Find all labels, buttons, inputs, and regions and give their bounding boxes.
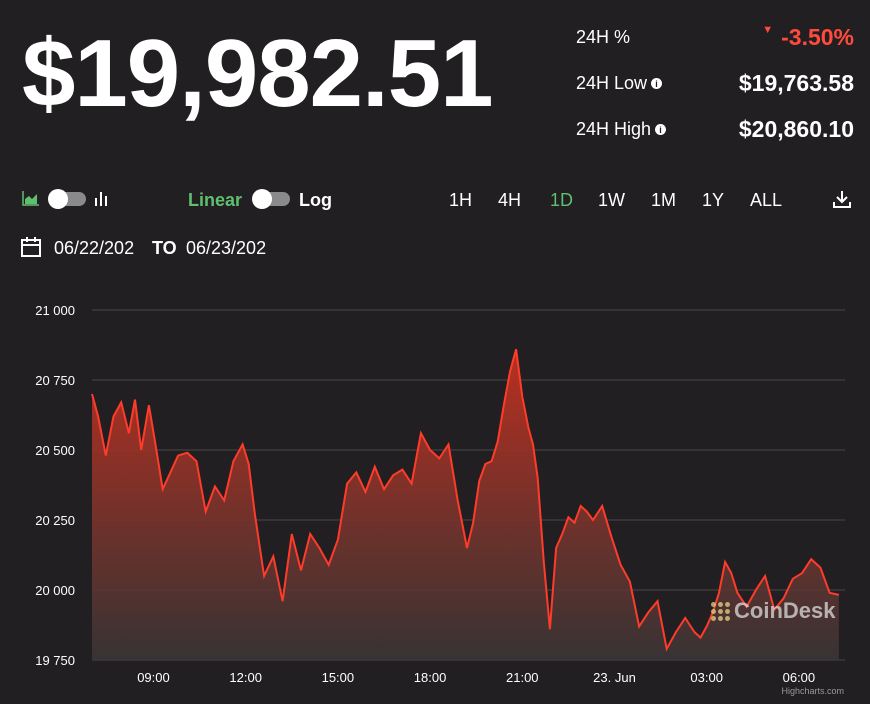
- x-tick-label: 21:00: [506, 670, 539, 685]
- price-line: [91, 348, 840, 652]
- watermark-text: CoinDesk: [734, 598, 836, 623]
- x-tick-label: 15:00: [322, 670, 355, 685]
- stat-24h-low: 24H Low i $19,763.58: [576, 70, 854, 97]
- y-axis: 21 000 20 750 20 500 20 250 20 000 19 750: [35, 303, 75, 668]
- stat-value: $19,763.58: [738, 70, 854, 96]
- y-tick-label: 20 500: [35, 443, 75, 458]
- calendar-icon[interactable]: [20, 236, 42, 258]
- highcharts-credit[interactable]: Highcharts.com: [781, 686, 844, 696]
- stat-24h-high: 24H High i $20,860.10: [576, 116, 854, 143]
- range-button-1m[interactable]: 1M: [651, 190, 677, 210]
- info-icon[interactable]: i: [651, 78, 663, 89]
- range-button-1y[interactable]: 1Y: [702, 190, 725, 210]
- scale-linear-label[interactable]: Linear: [188, 190, 243, 210]
- x-axis: 09:00 12:00 15:00 18:00 21:00 23. Jun 03:00 06:…: [137, 670, 815, 685]
- current-price: $19,982.51: [22, 20, 493, 127]
- x-tick-label: 06:00: [783, 670, 816, 685]
- toggle-knob: [48, 189, 68, 209]
- y-tick-label: 20 250: [35, 513, 75, 528]
- y-tick-label: 19 750: [35, 653, 75, 668]
- stat-label-text: 24H Low: [576, 73, 648, 93]
- stat-value: $20,860.10: [738, 116, 854, 142]
- range-button-4h[interactable]: 4H: [498, 190, 522, 210]
- x-tick-label: 18:00: [414, 670, 447, 685]
- range-button-all[interactable]: ALL: [750, 190, 783, 210]
- toggle-knob: [252, 189, 272, 209]
- x-tick-label: 12:00: [229, 670, 262, 685]
- chart-type-toggle[interactable]: [48, 189, 86, 209]
- y-tick-label: 21 000: [35, 303, 75, 318]
- scale-log-label[interactable]: Log: [299, 190, 332, 210]
- coindesk-logo-icon: [711, 601, 730, 621]
- stat-label: 24H %: [576, 27, 631, 47]
- x-tick-label: 23. Jun: [593, 670, 636, 685]
- y-tick-label: 20 000: [35, 583, 75, 598]
- price-chart: 21 000 20 750 20 500 20 250 20 000 19 750 09:…: [35, 303, 845, 685]
- down-triangle-icon: ▼: [762, 23, 774, 36]
- range-button-1h[interactable]: 1H: [449, 190, 473, 210]
- stat-24h-percent: 24H % ▼ -3.50%: [576, 24, 854, 51]
- y-tick-label: 20 750: [35, 373, 75, 388]
- x-tick-label: 09:00: [137, 670, 170, 685]
- info-icon[interactable]: i: [655, 124, 667, 135]
- x-tick-label: 03:00: [690, 670, 723, 685]
- bar-chart-icon[interactable]: [94, 190, 108, 206]
- stat-label-text: 24H High: [576, 119, 652, 139]
- stat-value: -3.50%: [781, 24, 854, 50]
- price-area: [92, 349, 839, 660]
- chart-toolbar: Linear Log 1H 4H 1D 1W 1M 1Y ALL: [0, 186, 870, 214]
- range-button-1w[interactable]: 1W: [598, 190, 625, 210]
- stat-label: 24H High i: [576, 119, 667, 140]
- range-button-1d[interactable]: 1D: [550, 190, 574, 210]
- date-to-input[interactable]: 06/23/202: [186, 238, 267, 258]
- date-to-label: TO: [152, 238, 177, 258]
- date-from-input[interactable]: 06/22/202: [54, 238, 135, 258]
- coindesk-watermark: CoinDesk: [711, 598, 835, 624]
- scale-toggle[interactable]: [252, 189, 290, 209]
- download-icon[interactable]: [832, 189, 852, 209]
- stat-label: 24H Low i: [576, 73, 663, 94]
- area-chart-icon[interactable]: [22, 190, 40, 206]
